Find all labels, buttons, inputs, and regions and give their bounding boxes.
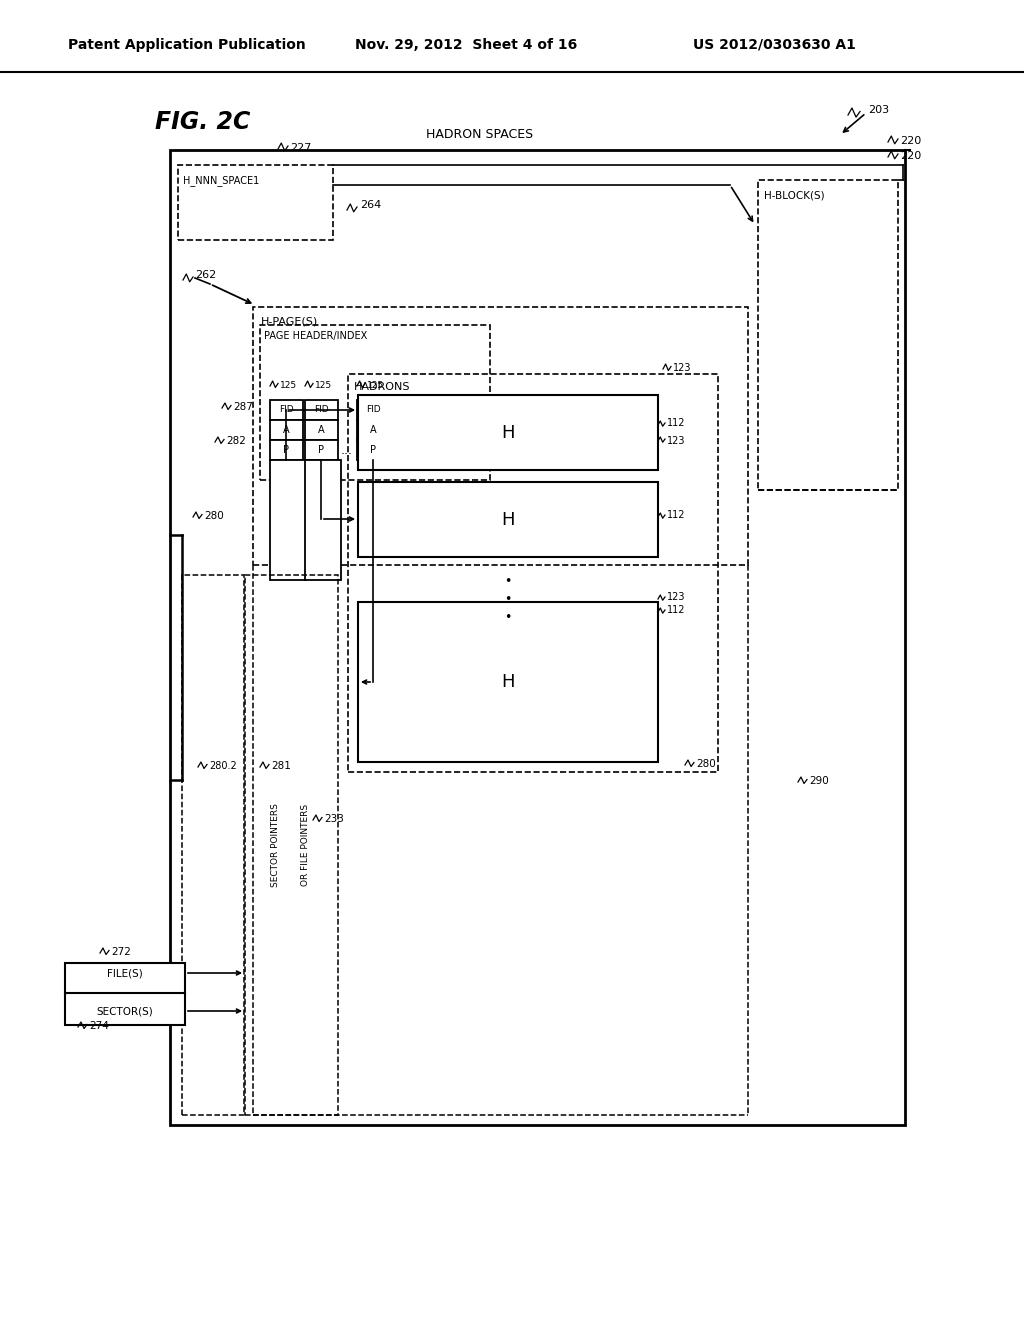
Text: 262: 262 [195, 271, 216, 280]
Text: 281: 281 [271, 762, 291, 771]
Text: FID: FID [366, 405, 380, 414]
Text: H-BLOCK(S): H-BLOCK(S) [764, 190, 824, 201]
Text: 290: 290 [809, 776, 828, 785]
Text: FID: FID [279, 405, 293, 414]
Text: FILE(S): FILE(S) [108, 968, 143, 978]
Text: 203: 203 [868, 106, 889, 115]
Text: PAGE HEADER/INDEX: PAGE HEADER/INDEX [264, 331, 368, 341]
Text: H: H [502, 424, 515, 442]
Text: H_NNN_SPACE1: H_NNN_SPACE1 [183, 176, 259, 186]
Text: 123: 123 [667, 591, 685, 602]
Bar [270, 440, 303, 459]
Text: •: • [504, 594, 512, 606]
Text: 112: 112 [667, 510, 685, 520]
Text: 287: 287 [233, 403, 253, 412]
Text: HADRONS: HADRONS [354, 381, 411, 392]
Bar [245, 576, 338, 1115]
Bar [358, 395, 658, 470]
Text: H: H [502, 673, 515, 690]
Text: 280.2: 280.2 [209, 762, 237, 771]
Text: H-PAGE(S): H-PAGE(S) [261, 317, 318, 327]
Text: 233: 233 [324, 814, 344, 824]
Bar [270, 420, 303, 440]
Text: H: H [502, 511, 515, 529]
Bar [305, 400, 338, 420]
Text: P: P [318, 445, 324, 455]
Bar [357, 440, 390, 459]
Bar [348, 374, 718, 772]
Text: A: A [370, 425, 376, 436]
Text: •: • [504, 576, 512, 589]
Bar [253, 308, 748, 565]
Text: Patent Application Publication: Patent Application Publication [68, 38, 306, 51]
Text: Nov. 29, 2012  Sheet 4 of 16: Nov. 29, 2012 Sheet 4 of 16 [355, 38, 578, 51]
Text: 123: 123 [667, 436, 685, 446]
Bar [260, 325, 490, 480]
Text: SECTOR POINTERS: SECTOR POINTERS [271, 803, 281, 887]
Bar [182, 576, 244, 1115]
Text: SECTOR(S): SECTOR(S) [96, 1006, 154, 1016]
Text: FIG. 2C: FIG. 2C [155, 110, 251, 135]
Text: US 2012/0303630 A1: US 2012/0303630 A1 [693, 38, 856, 51]
Text: •: • [504, 611, 512, 624]
Text: 272: 272 [111, 946, 131, 957]
Bar [270, 400, 303, 420]
Text: A: A [317, 425, 325, 436]
Text: 274: 274 [89, 1020, 109, 1031]
Bar [758, 180, 898, 490]
Bar [305, 459, 341, 579]
Bar [178, 165, 333, 240]
Bar [357, 420, 390, 440]
Text: 280: 280 [696, 759, 716, 770]
Text: P: P [283, 445, 289, 455]
Text: 112: 112 [667, 418, 685, 428]
Bar [65, 964, 185, 1026]
Bar [305, 440, 338, 459]
Bar [357, 400, 390, 420]
Text: 125: 125 [367, 380, 384, 389]
Text: P: P [370, 445, 376, 455]
Text: 112: 112 [667, 605, 685, 615]
Text: FID: FID [313, 405, 329, 414]
Text: 264: 264 [360, 201, 381, 210]
Text: 220: 220 [900, 136, 922, 147]
Bar [305, 420, 338, 440]
Bar [358, 482, 658, 557]
Text: 220: 220 [900, 150, 922, 161]
Bar [358, 602, 658, 762]
Text: OR FILE POINTERS: OR FILE POINTERS [301, 804, 310, 886]
Text: 282: 282 [226, 436, 246, 446]
Text: 227: 227 [290, 143, 311, 153]
Bar [170, 150, 905, 1125]
Text: ...: ... [341, 444, 353, 457]
Bar [270, 459, 306, 579]
Text: 125: 125 [315, 380, 332, 389]
Text: A: A [283, 425, 290, 436]
Text: 280: 280 [204, 511, 224, 521]
Text: 123: 123 [673, 363, 691, 374]
Text: HADRON SPACES: HADRON SPACES [426, 128, 534, 141]
Text: 125: 125 [280, 380, 297, 389]
